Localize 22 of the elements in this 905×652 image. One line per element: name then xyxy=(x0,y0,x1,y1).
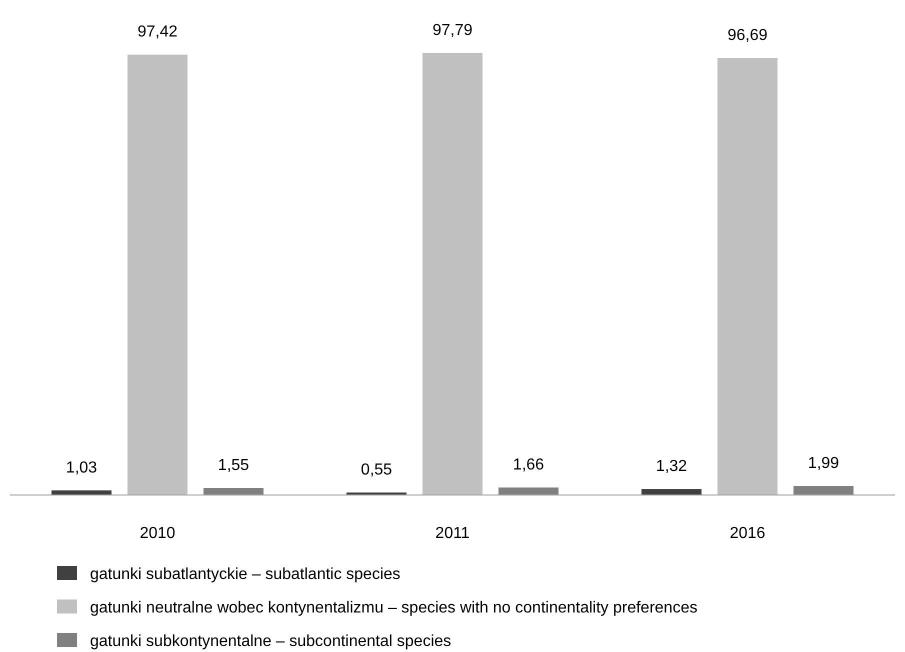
bar xyxy=(642,489,702,495)
bar xyxy=(794,486,854,495)
data-label: 1,66 xyxy=(512,456,544,474)
data-label: 96,69 xyxy=(727,26,768,44)
x-tick-label: 2011 xyxy=(435,525,470,542)
bar xyxy=(204,488,264,495)
data-label: 0,55 xyxy=(360,462,392,479)
x-tick-label: 2010 xyxy=(140,525,176,542)
data-label: 1,03 xyxy=(66,459,98,476)
bar xyxy=(128,54,188,495)
bar xyxy=(498,487,558,495)
data-label: 97,42 xyxy=(137,24,178,41)
data-label: 97,79 xyxy=(432,22,473,39)
bar xyxy=(718,58,778,495)
legend-label: gatunki neutralne wobec kontynentalizmu – species with no continentality preferences xyxy=(90,600,698,616)
legend-label: gatunki subatlantyckie – subatlantic species xyxy=(90,566,400,583)
data-label: 1,99 xyxy=(808,455,840,472)
data-label: 1,55 xyxy=(218,456,250,474)
data-label: 1,32 xyxy=(656,458,688,476)
legend-label: gatunki subkontynentalne – subcontinental species xyxy=(90,633,452,650)
x-tick-label: 2016 xyxy=(730,525,766,542)
bar xyxy=(422,53,482,495)
